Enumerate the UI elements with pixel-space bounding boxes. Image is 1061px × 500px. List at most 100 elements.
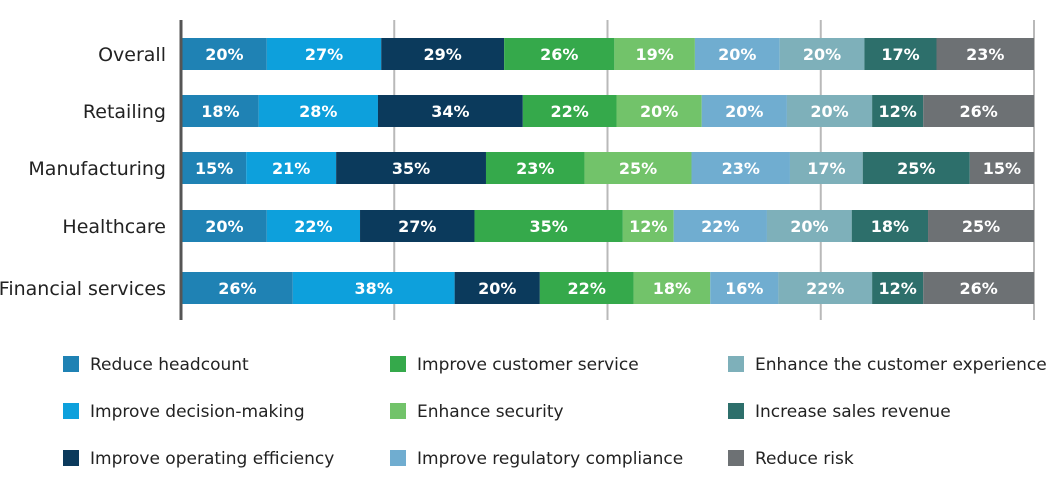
bar-segment	[258, 95, 378, 127]
bar-segment	[864, 38, 937, 70]
data-label: 22%	[568, 279, 606, 298]
data-label: 38%	[355, 279, 393, 298]
data-label: 20%	[790, 217, 828, 236]
data-label: 18%	[871, 217, 909, 236]
data-label: 22%	[294, 217, 332, 236]
bar-segment	[485, 152, 585, 184]
data-label: 26%	[959, 279, 997, 298]
legend-label: Increase sales revenue	[755, 402, 951, 422]
bar-segment	[936, 38, 1034, 70]
bar-segment	[616, 95, 702, 127]
legend-swatch	[63, 403, 79, 419]
category-label: Overall	[98, 44, 166, 66]
legend-swatch	[63, 356, 79, 372]
data-label: 22%	[701, 217, 739, 236]
data-label: 19%	[635, 45, 673, 64]
data-label: 20%	[205, 45, 243, 64]
bar-segment	[584, 152, 692, 184]
legend-swatch	[390, 356, 406, 372]
data-label: 28%	[299, 102, 337, 121]
data-label: 12%	[629, 217, 667, 236]
data-label: 35%	[392, 159, 430, 178]
bar-segment	[266, 210, 361, 242]
bar-segment	[766, 210, 852, 242]
data-label: 26%	[540, 45, 578, 64]
legend-label: Enhance security	[417, 402, 564, 422]
data-label: 25%	[619, 159, 657, 178]
bar-segment	[789, 152, 863, 184]
bar-segment	[266, 38, 382, 70]
data-label: 20%	[718, 45, 756, 64]
bar-segment	[360, 210, 475, 242]
data-label: 23%	[516, 159, 554, 178]
data-label: 20%	[205, 217, 243, 236]
data-label: 25%	[897, 159, 935, 178]
data-label: 26%	[218, 279, 256, 298]
data-label: 12%	[879, 102, 917, 121]
bar-segment	[694, 38, 780, 70]
legend-swatch	[390, 403, 406, 419]
bar-segment	[182, 210, 267, 242]
data-label: 26%	[959, 102, 997, 121]
data-label: 16%	[725, 279, 763, 298]
bar-segment	[454, 272, 540, 304]
data-label: 17%	[881, 45, 919, 64]
data-label: 22%	[551, 102, 589, 121]
data-label: 21%	[272, 159, 310, 178]
bar-segment	[292, 272, 455, 304]
bar-segment	[381, 38, 505, 70]
bar-segment	[522, 95, 617, 127]
data-label: 15%	[195, 159, 233, 178]
category-label: Financial services	[0, 278, 166, 300]
bar-segment	[710, 272, 779, 304]
category-label: Manufacturing	[28, 158, 166, 180]
legend-label: Improve decision-making	[90, 402, 305, 422]
data-label: 29%	[424, 45, 462, 64]
legend-label: Enhance the customer experience	[755, 355, 1047, 375]
legend-swatch	[390, 450, 406, 466]
bar-segment	[969, 152, 1034, 184]
data-label: 23%	[722, 159, 760, 178]
data-label: 17%	[807, 159, 845, 178]
bar-segment	[539, 272, 634, 304]
data-label: 18%	[653, 279, 691, 298]
data-label: 27%	[305, 45, 343, 64]
bar-segment	[851, 210, 929, 242]
bar-segment	[182, 95, 259, 127]
bar-segment	[182, 38, 267, 70]
bar-segment	[786, 95, 873, 127]
bar-segment	[622, 210, 674, 242]
bar-segment	[778, 272, 873, 304]
legend-label: Improve regulatory compliance	[417, 449, 683, 469]
bar-segment	[474, 210, 623, 242]
data-label: 25%	[962, 217, 1000, 236]
bars: 20% 27% 29% 26% 19% 20% 20% 17% 23% 18% 28% 34% 22% 2…	[182, 38, 1034, 304]
bar-segment	[614, 38, 695, 70]
bar-segment	[872, 95, 924, 127]
data-label: 34%	[431, 102, 469, 121]
bar-segment	[779, 38, 865, 70]
category-label: Healthcare	[62, 216, 166, 238]
bar-segment	[182, 152, 247, 184]
data-label: 20%	[640, 102, 678, 121]
data-label: 22%	[806, 279, 844, 298]
bar-segment	[673, 210, 767, 242]
data-label: 23%	[966, 45, 1004, 64]
bar-segment	[336, 152, 486, 184]
data-label: 12%	[879, 279, 917, 298]
data-label: 20%	[803, 45, 841, 64]
data-label: 20%	[478, 279, 516, 298]
bar-segment	[377, 95, 523, 127]
bar-segment	[701, 95, 787, 127]
bar-segment	[862, 152, 970, 184]
bar-segment	[923, 95, 1034, 127]
bar-segment	[691, 152, 790, 184]
legend-label: Improve operating efficiency	[90, 449, 334, 469]
data-label: 20%	[725, 102, 763, 121]
data-label: 15%	[983, 159, 1021, 178]
legend-swatch	[63, 450, 79, 466]
legend-label: Improve customer service	[417, 355, 639, 375]
data-label: 35%	[530, 217, 568, 236]
data-label: 18%	[201, 102, 239, 121]
